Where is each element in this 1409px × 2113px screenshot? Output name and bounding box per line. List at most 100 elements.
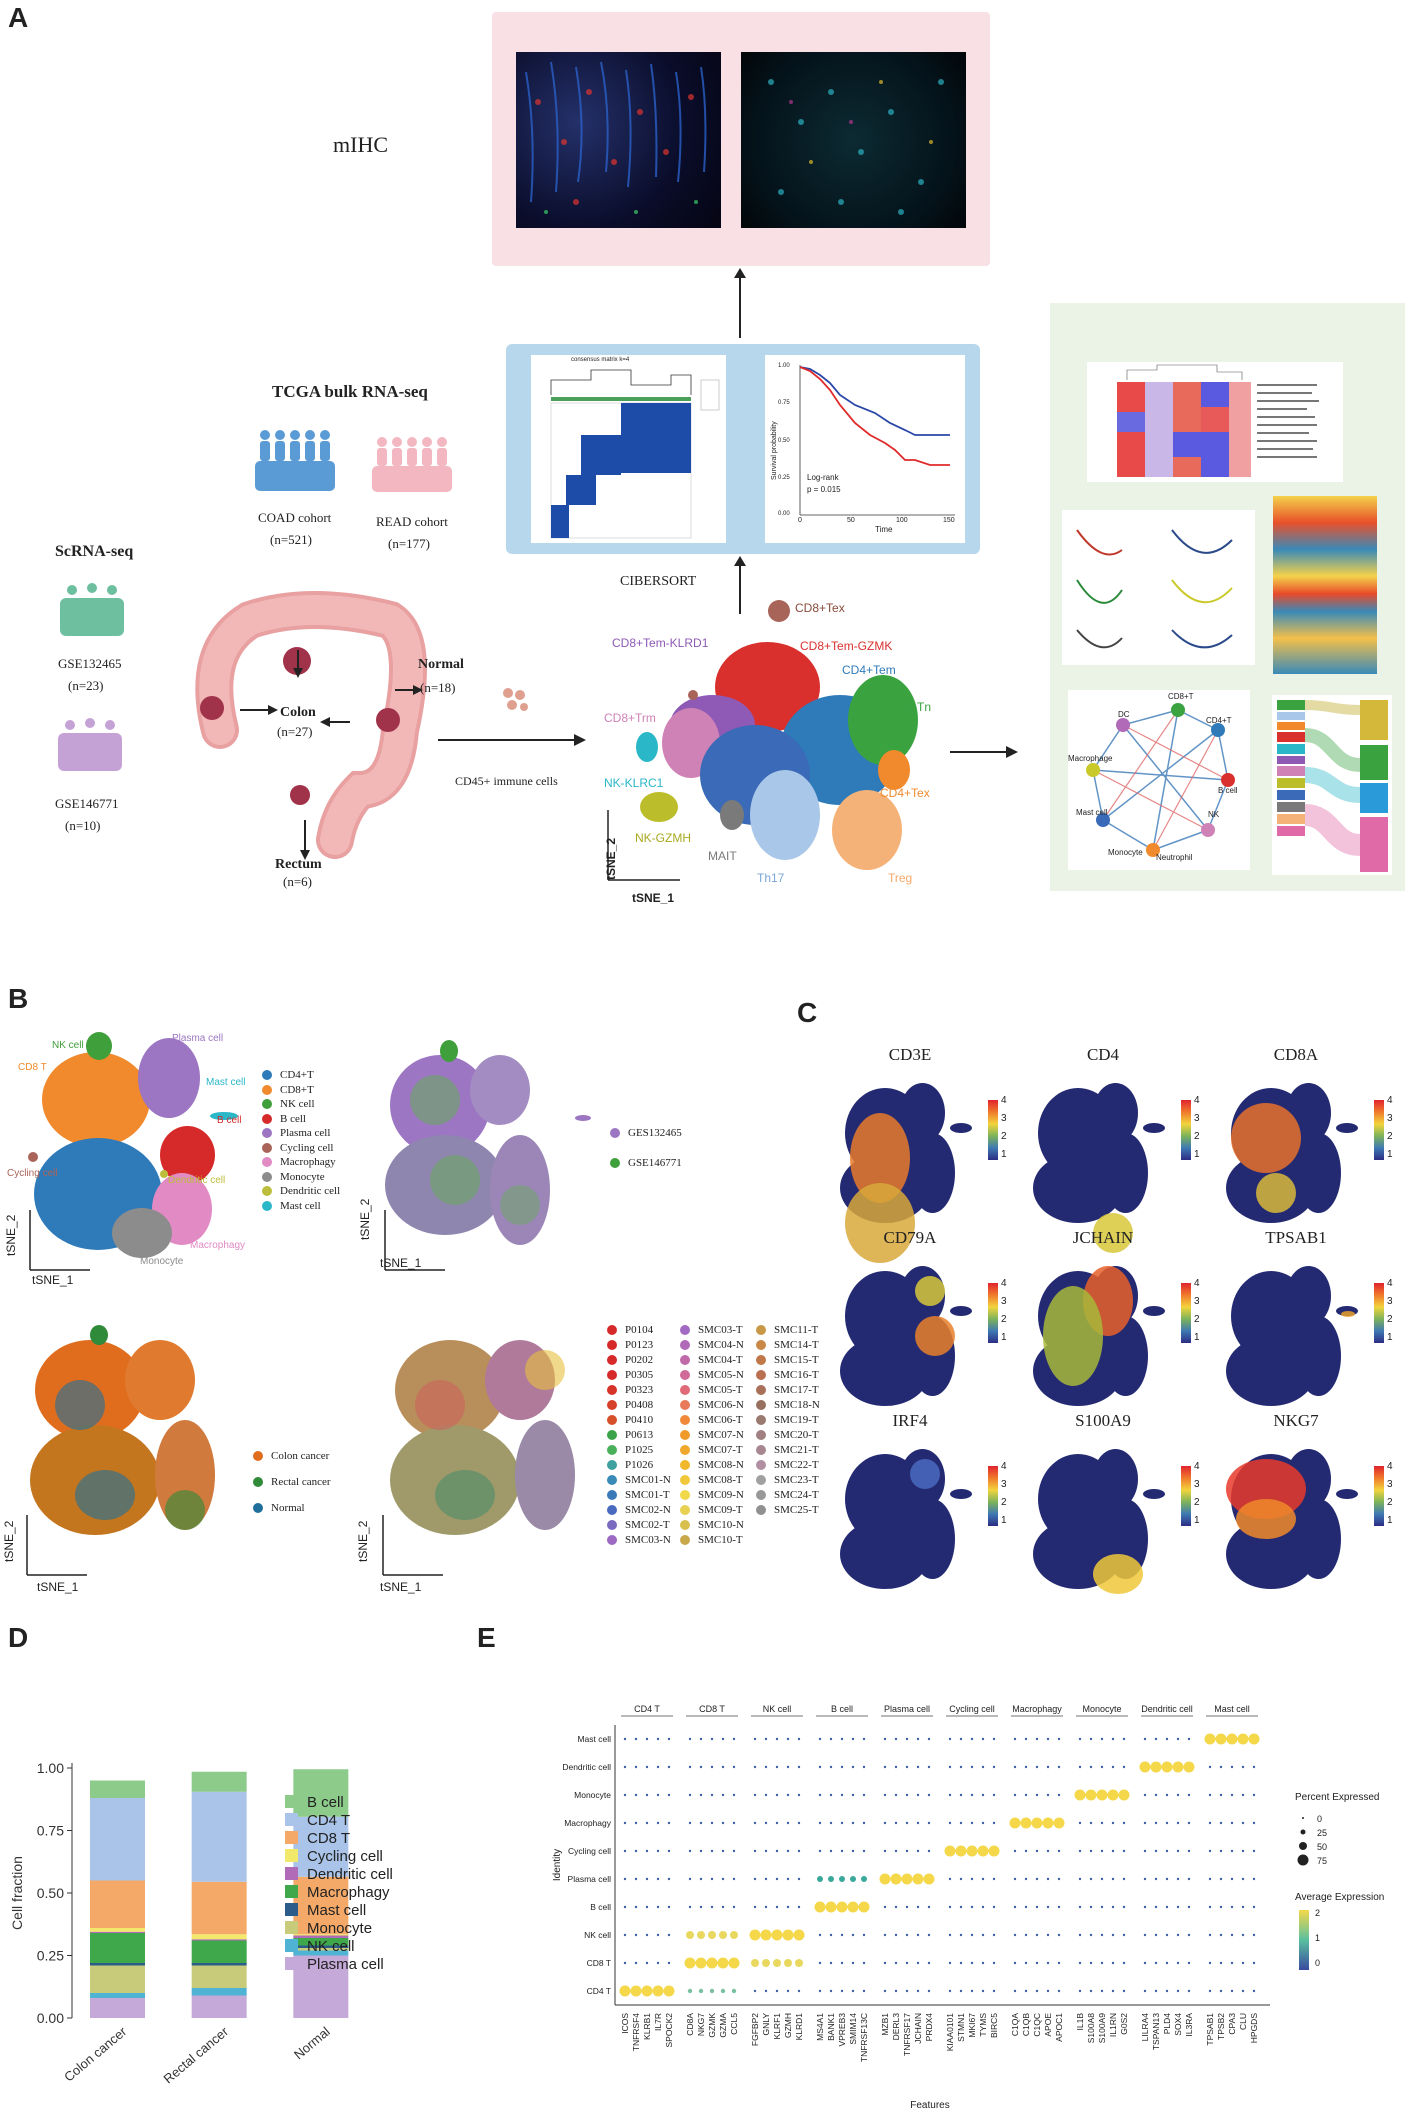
feature-plot-title: CD3E xyxy=(888,1045,932,1064)
e-dot xyxy=(656,1793,660,1797)
e-dot xyxy=(634,1961,638,1965)
b1-legend-label: CD8+T xyxy=(280,1083,314,1096)
e-dot xyxy=(1143,1737,1147,1741)
b4-legend-label: SMC02-T xyxy=(625,1519,670,1531)
e-dot xyxy=(1013,1793,1017,1797)
feature-plot-cells xyxy=(1143,1306,1165,1316)
tsne-blob-th17 xyxy=(750,770,820,860)
b4-legend-label: SMC01-N xyxy=(625,1474,671,1486)
e-dot xyxy=(894,1737,898,1741)
e-dot xyxy=(1089,1877,1093,1881)
b4-legend-item: P0613 xyxy=(607,1428,671,1443)
e-dot xyxy=(699,1765,703,1769)
b1-label-cycling: Cycling cell xyxy=(7,1168,58,1179)
read-label: READ cohort xyxy=(376,514,448,529)
e-dot xyxy=(684,1957,696,1969)
e-dot xyxy=(1230,1849,1234,1853)
e-dot xyxy=(656,1821,660,1825)
e-dot xyxy=(687,1988,693,1994)
e-row-label: NK cell xyxy=(584,1930,611,1940)
b4-legend-item: SMC19-T xyxy=(756,1413,820,1428)
b4-legend-label: SMC02-N xyxy=(625,1504,671,1516)
b4-legend-label: SMC04-N xyxy=(698,1339,744,1351)
e-feature-label: SOX4 xyxy=(1173,2013,1183,2036)
e-dot xyxy=(1187,1961,1191,1965)
e-dot xyxy=(883,1989,887,1993)
feature-plot-cells xyxy=(1296,1316,1341,1396)
b4-legend-label: SMC25-T xyxy=(774,1504,819,1516)
e-dot xyxy=(1187,1821,1191,1825)
e-dot xyxy=(1230,1961,1234,1965)
e-dot xyxy=(1035,1933,1039,1937)
b4-legend-item: P1025 xyxy=(607,1443,671,1458)
e-dot xyxy=(829,1821,833,1825)
e-dot xyxy=(775,1821,779,1825)
b4-legend-label: SMC05-T xyxy=(698,1384,743,1396)
e-row-label: Cycling cell xyxy=(568,1846,611,1856)
e-feature-label: IL1B xyxy=(1075,2013,1085,2031)
e-dot xyxy=(656,1905,660,1909)
e-dot xyxy=(1187,1849,1191,1853)
d-ytick-label: 0.25 xyxy=(37,1948,64,1964)
rectum-tumor xyxy=(290,785,310,805)
km-ylabel: Survival probability xyxy=(771,421,778,480)
feature-plot-colorbar-tick: 1 xyxy=(1001,1332,1007,1343)
e-dot xyxy=(1122,1821,1126,1825)
e-dot xyxy=(797,1793,801,1797)
e-dot xyxy=(1143,1989,1147,1993)
e-dot xyxy=(1111,1737,1115,1741)
b1-legend-swatch xyxy=(262,1157,272,1168)
e-dot xyxy=(667,1737,671,1741)
panelD-chart: 0.00 0.25 0.50 0.75 1.00 Cell fraction Colon c… xyxy=(9,1760,393,2086)
b4-legend-item: SMC23-T xyxy=(756,1473,820,1488)
b4-legend-item: SMC15-T xyxy=(756,1353,820,1368)
e-dot xyxy=(1241,1905,1245,1909)
e-dot xyxy=(905,1989,909,1993)
e-dot xyxy=(851,1933,855,1937)
e-dot xyxy=(753,1877,757,1881)
feature-plot-colorbar-tick: 1 xyxy=(1387,1332,1393,1343)
e-dot xyxy=(1154,1877,1158,1881)
e-dot xyxy=(634,1765,638,1769)
feature-plot-expression xyxy=(1093,1554,1143,1594)
e-dot xyxy=(1046,1877,1050,1881)
e-dot xyxy=(916,1849,920,1853)
e-dot xyxy=(948,1961,952,1965)
colon-n: (n=27) xyxy=(277,724,313,739)
b3-legend-item: Colon cancer xyxy=(253,1443,331,1469)
e-dot xyxy=(894,1905,898,1909)
b1-legend-swatch xyxy=(262,1128,272,1139)
e-dot xyxy=(851,1849,855,1853)
e-dot xyxy=(981,1905,985,1909)
feature-plot-colorbar-tick: 2 xyxy=(1387,1131,1393,1142)
heatmap-top-grid xyxy=(1117,364,1319,477)
e-dot xyxy=(905,1765,909,1769)
b4-legend-swatch xyxy=(756,1505,766,1516)
e-feature-label: KIAA0101 xyxy=(945,2013,955,2052)
e-dot xyxy=(1057,1905,1061,1909)
b1-label-cd4: CD4 T xyxy=(60,1227,89,1238)
e-dot xyxy=(623,1933,627,1937)
b3-legend-label: Normal xyxy=(271,1502,305,1514)
d-bar-segment xyxy=(293,1948,349,1951)
e-dot xyxy=(1165,1933,1169,1937)
b1-legend-item: Cycling cell xyxy=(262,1141,340,1156)
e-dot xyxy=(1100,1821,1104,1825)
b2-legend-item: GSE146771 xyxy=(610,1148,682,1178)
feature-plot-colorbar xyxy=(988,1100,998,1160)
b3-legend-item: Rectal cancer xyxy=(253,1469,331,1495)
e-dot xyxy=(825,1901,837,1913)
e-feature-label: KLRF1 xyxy=(772,2013,782,2040)
b2-blob-7 xyxy=(500,1185,540,1225)
b4-legend-item: P1026 xyxy=(607,1458,671,1473)
feature-plot xyxy=(1216,1073,1366,1223)
b4-legend-swatch xyxy=(607,1340,617,1351)
e-dot xyxy=(1035,1989,1039,1993)
b3-axes xyxy=(26,1515,87,1576)
b4-blob-4 xyxy=(515,1420,575,1530)
feature-plot xyxy=(1216,1256,1366,1406)
e-dot xyxy=(1230,1793,1234,1797)
e-dot xyxy=(851,1793,855,1797)
e-dot xyxy=(970,1877,974,1881)
d-legend-swatch xyxy=(285,1813,298,1826)
